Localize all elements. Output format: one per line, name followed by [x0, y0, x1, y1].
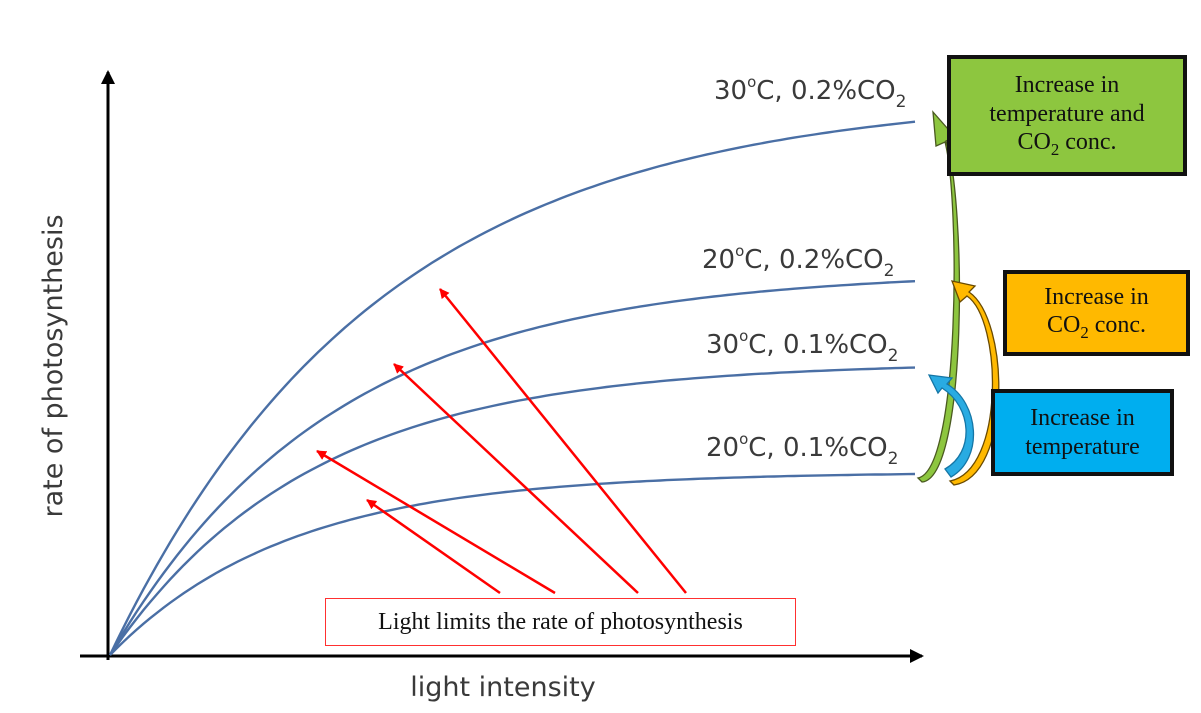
label-20c-0.2co2: 20oC, 0.2%CO2 [702, 242, 894, 281]
green-box-line-3: CO2 conc. [1017, 129, 1117, 159]
blue-box-line-2: temperature [1025, 433, 1140, 460]
blue-box-line-1: Increase in [1030, 405, 1135, 432]
curves [108, 120, 916, 656]
light-limits-note: Light limits the rate of photosynthesis [325, 598, 796, 646]
label-30c-0.1co2: 30oC, 0.1%CO2 [706, 327, 898, 366]
curve-30c-0.1co2 [109, 366, 916, 656]
y-axis-title: rate of photosynthesis [38, 214, 69, 517]
curve-20c-0.2co2 [108, 280, 916, 656]
curve-20c-0.1co2 [109, 472, 916, 656]
note-arrows [316, 288, 687, 595]
orange-curved-arrow [948, 280, 1000, 486]
green-box-line-1: Increase in [1014, 72, 1120, 99]
blue-curved-arrow [927, 374, 975, 478]
green-box-line-2: temperature and [989, 100, 1145, 127]
orange-box-line-1: Increase in [1044, 284, 1149, 311]
label-30c-0.2co2: 30oC, 0.2%CO2 [714, 73, 906, 112]
green-annotation-box: Increase in temperature and CO2 conc. [947, 55, 1187, 176]
orange-annotation-box: Increase in CO2 conc. [1003, 270, 1190, 356]
note-arrow-2 [316, 449, 556, 595]
curve-30c-0.2co2 [108, 120, 916, 656]
blue-annotation-box: Increase in temperature [991, 389, 1174, 476]
x-axis-title: light intensity [410, 672, 596, 703]
note-arrow-3 [393, 363, 639, 594]
orange-box-line-2: CO2 conc. [1046, 312, 1147, 343]
note-arrow-4 [439, 288, 687, 594]
label-20c-0.1co2: 20oC, 0.1%CO2 [706, 430, 898, 469]
note-arrow-1 [366, 498, 501, 595]
